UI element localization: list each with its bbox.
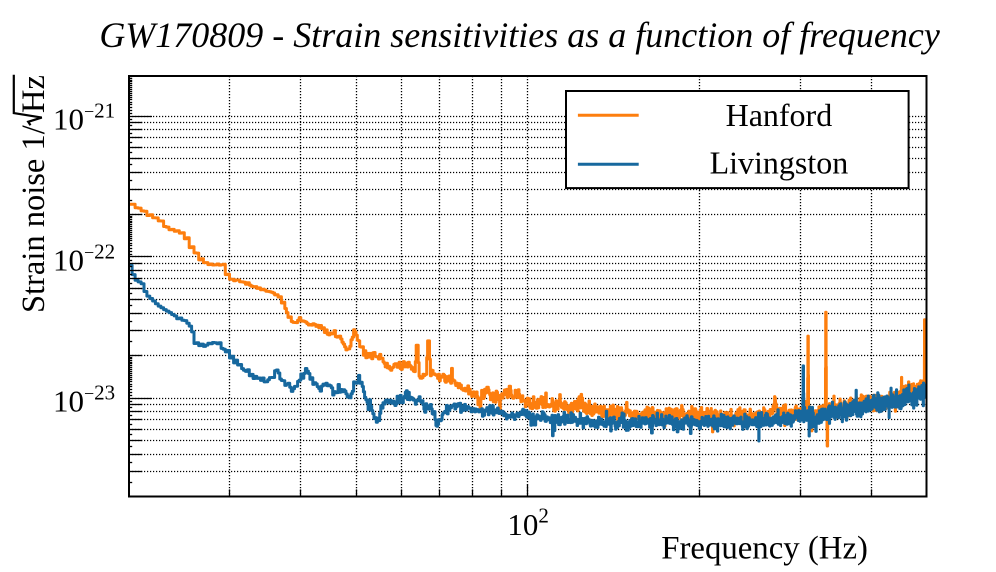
svg-text:Hz: Hz bbox=[16, 75, 52, 113]
svg-text:GW170809 - Strain sensitivitie: GW170809 - Strain sensitivities as a fun… bbox=[99, 15, 940, 55]
svg-text:Hanford: Hanford bbox=[726, 97, 833, 133]
svg-text:Frequency (Hz): Frequency (Hz) bbox=[661, 530, 868, 566]
svg-text:Livingston: Livingston bbox=[710, 144, 849, 180]
svg-text:Strain noise 1/: Strain noise 1/ bbox=[16, 124, 52, 313]
